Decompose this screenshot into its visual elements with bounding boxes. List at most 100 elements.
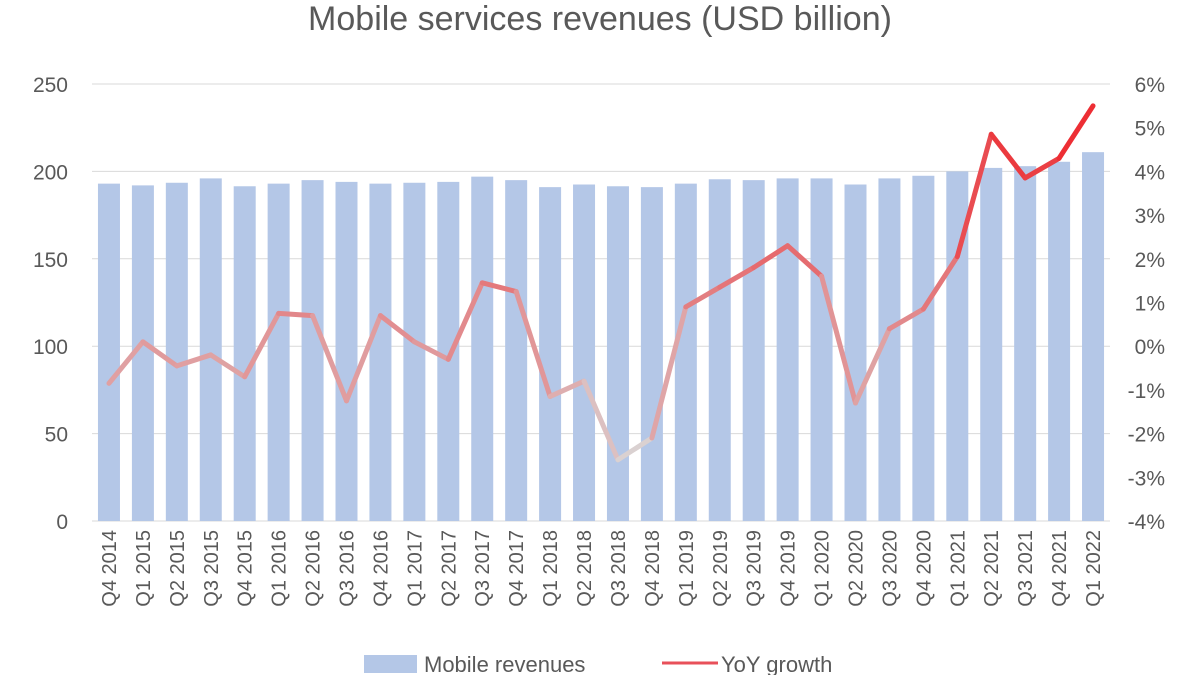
y-left-tick: 250 bbox=[33, 74, 68, 97]
line-segment bbox=[1056, 103, 1096, 161]
x-tick: Q2 2015 bbox=[167, 530, 189, 607]
line-segment bbox=[208, 352, 248, 380]
x-tick: Q1 2022 bbox=[1083, 530, 1105, 607]
bar bbox=[233, 186, 256, 521]
bar bbox=[573, 184, 596, 521]
y-left-tick: 100 bbox=[33, 336, 68, 359]
line-segment bbox=[174, 352, 214, 369]
bar bbox=[810, 178, 833, 521]
line-segment bbox=[581, 378, 621, 463]
y-right-tick: 2% bbox=[1135, 249, 1165, 272]
line-segment bbox=[615, 435, 655, 463]
x-tick: Q3 2019 bbox=[744, 530, 766, 607]
line-segment bbox=[106, 339, 146, 386]
bar bbox=[301, 180, 324, 521]
line-segment bbox=[717, 265, 757, 290]
y-left-tick: 150 bbox=[33, 249, 68, 272]
line-segment bbox=[649, 304, 689, 441]
y-right-tick: 1% bbox=[1135, 293, 1165, 316]
x-tick: Q4 2021 bbox=[1049, 530, 1071, 607]
bar bbox=[403, 182, 426, 521]
bar bbox=[539, 187, 562, 521]
y-left-tick: 50 bbox=[45, 424, 68, 447]
line-segment bbox=[988, 131, 1028, 181]
bar bbox=[776, 178, 799, 521]
line-segment bbox=[242, 310, 282, 380]
x-tick: Q2 2016 bbox=[303, 530, 325, 607]
bar bbox=[131, 185, 154, 521]
x-tick: Q1 2016 bbox=[269, 530, 291, 607]
bar bbox=[640, 187, 663, 521]
bar bbox=[844, 184, 867, 521]
legend: Mobile revenues YoY growth bbox=[364, 652, 832, 675]
line-segment bbox=[853, 326, 892, 406]
bar bbox=[1014, 166, 1037, 521]
x-tick: Q4 2014 bbox=[99, 530, 121, 607]
line-segment bbox=[344, 313, 383, 404]
x-tick: Q3 2016 bbox=[337, 530, 359, 607]
x-tick: Q2 2019 bbox=[710, 530, 732, 607]
y-left-tick: 200 bbox=[33, 161, 68, 184]
bar bbox=[1082, 152, 1105, 521]
chart-title: Mobile services revenues (USD billion) bbox=[308, 0, 892, 38]
y-right-tick: 4% bbox=[1135, 161, 1165, 184]
x-tick: Q3 2020 bbox=[879, 530, 901, 607]
x-tick: Q1 2020 bbox=[812, 530, 834, 607]
y-right-tick: -2% bbox=[1128, 424, 1165, 447]
line-segment bbox=[683, 284, 723, 310]
y-right-tick: 0% bbox=[1135, 336, 1165, 359]
x-tick: Q3 2017 bbox=[472, 530, 494, 607]
bar bbox=[369, 183, 392, 522]
x-tick: Q2 2017 bbox=[438, 530, 460, 607]
bar bbox=[980, 167, 1003, 522]
x-tick: Q2 2021 bbox=[981, 530, 1003, 607]
bar bbox=[471, 176, 494, 522]
x-tick: Q2 2018 bbox=[574, 530, 596, 607]
x-tick: Q3 2018 bbox=[608, 530, 630, 607]
line-segment bbox=[785, 243, 825, 279]
x-tick: Q3 2021 bbox=[1015, 530, 1037, 607]
line-segment bbox=[310, 313, 349, 404]
x-tick: Q1 2021 bbox=[947, 530, 969, 607]
legend-label-line: YoY growth bbox=[721, 652, 832, 675]
line-segment bbox=[513, 289, 553, 399]
bar bbox=[946, 171, 969, 521]
line-segment bbox=[411, 339, 451, 362]
bar bbox=[708, 179, 731, 522]
bar bbox=[1048, 161, 1071, 521]
x-tick: Q4 2015 bbox=[235, 530, 257, 607]
line-segment bbox=[920, 254, 960, 312]
x-tick: Q3 2015 bbox=[201, 530, 223, 607]
x-tick: Q1 2018 bbox=[540, 530, 562, 607]
y-right-tick: -3% bbox=[1128, 467, 1165, 490]
y-left-tick: 0 bbox=[56, 511, 68, 534]
bar bbox=[912, 175, 935, 521]
line-segment bbox=[140, 339, 180, 369]
x-tick: Q4 2016 bbox=[370, 530, 392, 607]
bar bbox=[165, 182, 188, 521]
bar bbox=[878, 178, 901, 521]
y-right-tick: 6% bbox=[1135, 74, 1165, 97]
bar bbox=[199, 178, 222, 521]
x-tick: Q1 2017 bbox=[404, 530, 426, 607]
line-segment bbox=[751, 243, 791, 271]
bar bbox=[606, 186, 629, 521]
bar bbox=[742, 180, 765, 521]
line-segment bbox=[377, 313, 417, 345]
legend-label-bars: Mobile revenues bbox=[424, 652, 585, 675]
x-tick: Q4 2020 bbox=[913, 530, 935, 607]
x-tick: Q4 2018 bbox=[642, 530, 664, 607]
x-tick: Q4 2019 bbox=[778, 530, 800, 607]
y-right-tick: -1% bbox=[1128, 380, 1165, 403]
legend-swatch-bars bbox=[364, 655, 417, 673]
bar bbox=[267, 183, 290, 522]
line-segment bbox=[954, 131, 994, 260]
line-segment bbox=[276, 310, 316, 319]
x-tick: Q4 2017 bbox=[506, 530, 528, 607]
x-tick: Q1 2019 bbox=[676, 530, 698, 607]
x-tick: Q1 2015 bbox=[133, 530, 155, 607]
bar bbox=[335, 181, 358, 521]
bar bbox=[97, 183, 120, 522]
y-right-tick: 5% bbox=[1135, 118, 1165, 141]
line-segment bbox=[547, 378, 587, 399]
